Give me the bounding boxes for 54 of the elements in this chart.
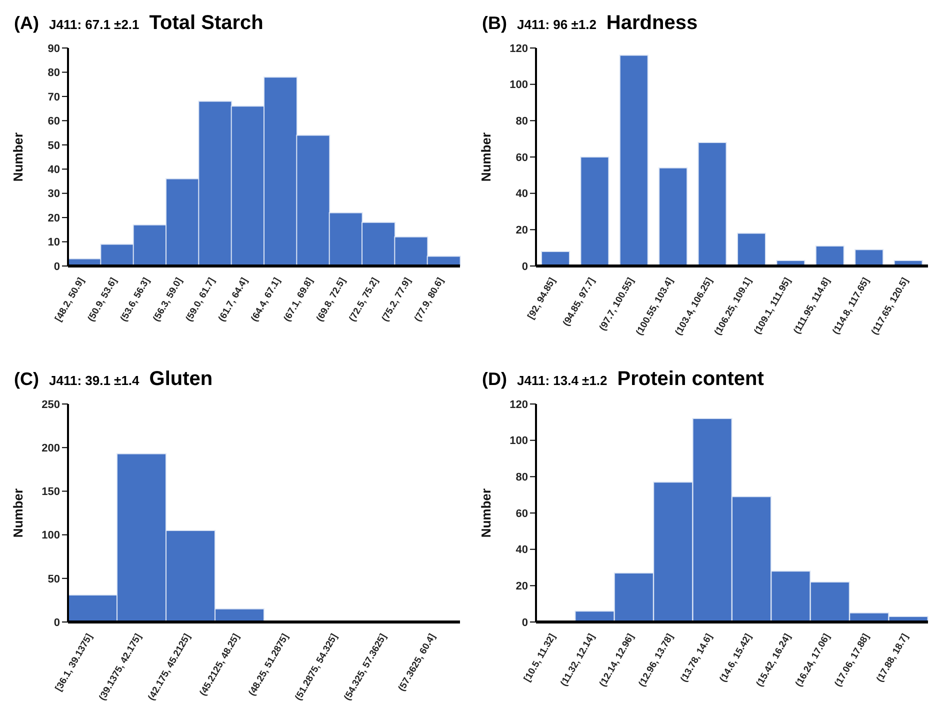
chart-subtitle: J411: 13.4 ±1.2 — [517, 373, 608, 388]
bar — [580, 156, 610, 266]
y-tick-label: 80 — [516, 116, 528, 128]
y-tick-label: 50 — [48, 573, 60, 586]
text: (D) — [482, 369, 507, 390]
y-tick-label: 40 — [516, 188, 528, 200]
text: (B) — [482, 13, 507, 34]
chart-title: Gluten — [149, 368, 213, 391]
y-tick-label: 30 — [48, 188, 60, 200]
y-axis-title: Number — [10, 488, 26, 538]
chart-title: Hardness — [606, 12, 698, 35]
bar — [815, 246, 844, 266]
y-tick-label: 0 — [54, 616, 60, 629]
y-tick-label: 50 — [48, 140, 60, 152]
y-tick-label: 0 — [522, 260, 528, 273]
text: (C) — [14, 369, 39, 390]
y-tick-label: 120 — [510, 42, 528, 55]
chart-subtitle: J411: 96 ±1.2 — [517, 17, 596, 32]
y-tick-label: 100 — [42, 530, 60, 542]
y-tick-label: 20 — [48, 212, 60, 224]
text: (A) — [14, 13, 39, 34]
chart-subtitle: J411: 67.1 ±2.1 — [49, 17, 140, 32]
y-tick-label: 10 — [48, 236, 60, 249]
y-tick-label: 60 — [516, 152, 528, 164]
y-axis-title: Number — [10, 132, 26, 182]
chart-subtitle: J411: 39.1 ±1.4 — [49, 373, 140, 388]
chart-title: Protein content — [617, 368, 764, 391]
bar — [736, 232, 766, 266]
y-tick-label: 150 — [42, 486, 60, 498]
y-tick-label: 0 — [522, 616, 528, 629]
bar — [658, 167, 688, 266]
y-tick-label: 80 — [48, 67, 60, 80]
y-tick-label: 90 — [48, 42, 60, 55]
y-tick-label: 0 — [54, 260, 60, 273]
y-tick-label: 40 — [516, 544, 528, 556]
y-tick-label: 100 — [510, 79, 528, 92]
y-tick-label: 250 — [42, 398, 60, 411]
y-tick-label: 80 — [516, 472, 528, 484]
y-tick-label: 40 — [48, 164, 60, 176]
y-axis-title: Number — [478, 132, 494, 182]
y-tick-label: 70 — [48, 91, 60, 104]
bar — [854, 249, 884, 266]
y-axis-title: Number — [478, 488, 494, 538]
bar — [540, 250, 570, 266]
y-tick-label: 20 — [516, 580, 528, 593]
chart-title: Total Starch — [149, 12, 264, 35]
y-tick-label: 60 — [516, 508, 528, 520]
bar — [619, 54, 648, 266]
y-tick-label: 60 — [48, 116, 60, 128]
y-tick-label: 120 — [510, 398, 528, 411]
bar — [698, 142, 727, 266]
y-tick-label: 200 — [42, 442, 60, 455]
y-tick-label: 20 — [516, 224, 528, 237]
y-tick-label: 100 — [510, 435, 528, 448]
